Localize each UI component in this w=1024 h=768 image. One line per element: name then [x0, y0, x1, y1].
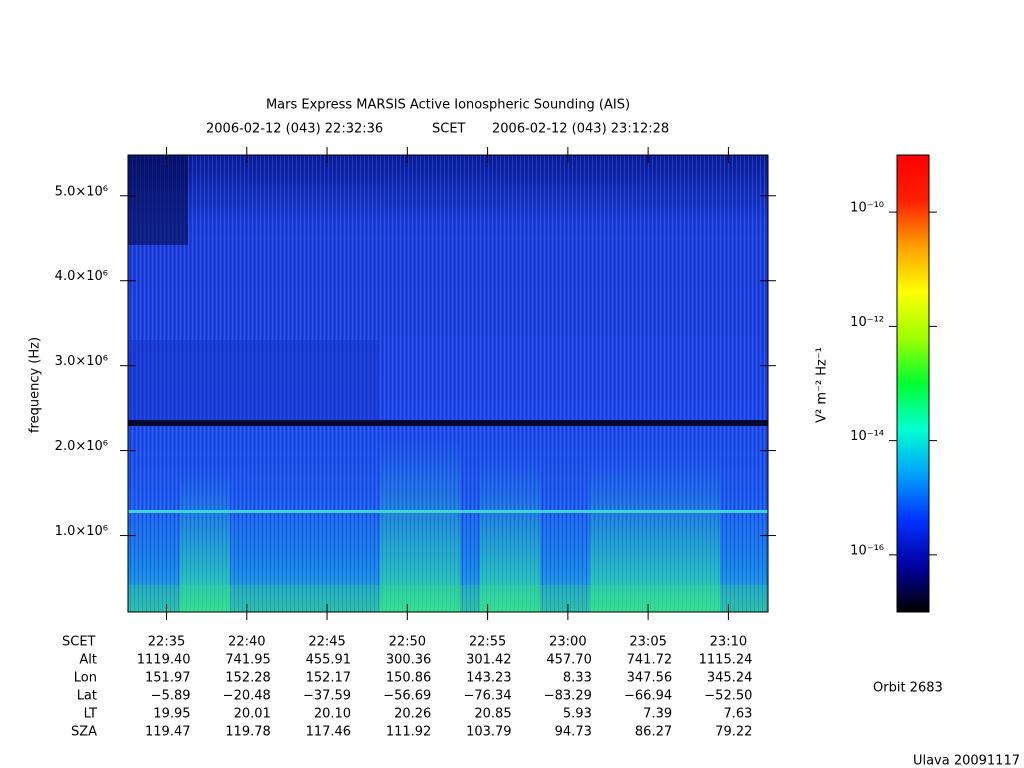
ephemeris-value: 117.46	[306, 725, 352, 740]
x-tick-label: 23:00	[549, 635, 586, 650]
ephemeris-value: 300.36	[386, 653, 432, 668]
ephemeris-value: 111.92	[386, 725, 432, 740]
ephemeris-label: Alt	[79, 653, 97, 668]
ephemeris-value: 455.91	[306, 653, 352, 668]
ephemeris-value: 20.26	[394, 707, 431, 722]
ephemeris-value: −37.59	[303, 689, 351, 704]
x-tick-label: 22:40	[228, 635, 265, 650]
time-system: SCET	[432, 122, 466, 137]
ephemeris-value: 347.56	[627, 671, 673, 686]
start-time: 2006-02-12 (043) 22:32:36	[206, 122, 383, 137]
colorbar-tick-label: 10⁻¹⁰	[850, 201, 884, 216]
orbit: Orbit 2683	[873, 681, 943, 696]
y-tick-label: 5.0×10⁶	[55, 184, 108, 199]
ephemeris-value: 152.28	[225, 671, 271, 686]
x-tick-label: 23:10	[710, 635, 747, 650]
ephemeris-label: Lat	[77, 689, 97, 704]
colorbar	[896, 154, 930, 613]
ephemeris-value: 457.70	[546, 653, 592, 668]
ephemeris-value: 7.39	[643, 707, 672, 722]
ephemeris-value: −76.34	[463, 689, 511, 704]
chart-title: Mars Express MARSIS Active Ionospheric S…	[266, 98, 630, 113]
spectrogram	[128, 155, 768, 612]
ephemeris-value: 20.10	[314, 707, 351, 722]
ephemeris-value: 119.47	[145, 725, 191, 740]
ephemeris-value: 301.42	[466, 653, 512, 668]
ephemeris-value: 119.78	[225, 725, 271, 740]
ephemeris-value: 79.22	[715, 725, 752, 740]
y-tick-label: 2.0×10⁶	[55, 439, 108, 454]
footer: Ulava 20091117	[913, 754, 1020, 768]
ephemeris-value: −83.29	[544, 689, 592, 704]
ephemeris-value: 86.27	[635, 725, 672, 740]
ephemeris-label: SCET	[62, 635, 96, 650]
ephemeris-label: SZA	[71, 725, 97, 740]
end-time: 2006-02-12 (043) 23:12:28	[492, 122, 669, 137]
x-tick-label: 23:05	[629, 635, 666, 650]
x-tick-label: 22:55	[469, 635, 506, 650]
ephemeris-value: −66.94	[624, 689, 672, 704]
ephemeris-value: 741.95	[225, 653, 271, 668]
ephemeris-value: 345.24	[707, 671, 753, 686]
ephemeris-value: −20.48	[223, 689, 271, 704]
ephemeris-value: 20.01	[234, 707, 271, 722]
colorbar-tick-label: 10⁻¹²	[850, 315, 884, 330]
ephemeris-label: LT	[84, 707, 97, 722]
ephemeris-value: 741.72	[627, 653, 673, 668]
plot-frame	[127, 154, 769, 613]
ephemeris-value: 150.86	[386, 671, 432, 686]
y-tick-label: 3.0×10⁶	[55, 354, 108, 369]
ephemeris-value: 94.73	[555, 725, 592, 740]
x-tick-label: 22:45	[308, 635, 345, 650]
colorbar-label: V² m⁻² Hz⁻¹	[815, 347, 830, 423]
colorbar-tick-label: 10⁻¹⁶	[850, 543, 884, 558]
ephemeris-value: 19.95	[153, 707, 190, 722]
ephemeris-value: 7.63	[723, 707, 752, 722]
x-tick-label: 22:35	[148, 635, 185, 650]
ephemeris-value: −5.89	[151, 689, 191, 704]
ephemeris-value: 20.85	[474, 707, 511, 722]
y-axis-label: frequency (Hz)	[28, 337, 43, 433]
ephemeris-value: −56.69	[383, 689, 431, 704]
ephemeris-value: 103.79	[466, 725, 512, 740]
ephemeris-value: 8.33	[563, 671, 592, 686]
ephemeris-label: Lon	[74, 671, 97, 686]
ephemeris-value: −52.50	[704, 689, 752, 704]
ephemeris-value: 151.97	[145, 671, 191, 686]
y-tick-label: 1.0×10⁶	[55, 524, 108, 539]
ephemeris-value: 143.23	[466, 671, 512, 686]
x-tick-label: 22:50	[389, 635, 426, 650]
ephemeris-value: 1115.24	[699, 653, 753, 668]
ephemeris-value: 5.93	[563, 707, 592, 722]
y-tick-label: 4.0×10⁶	[55, 269, 108, 284]
ephemeris-value: 1119.40	[137, 653, 191, 668]
ephemeris-value: 152.17	[306, 671, 352, 686]
colorbar-tick-label: 10⁻¹⁴	[850, 429, 884, 444]
